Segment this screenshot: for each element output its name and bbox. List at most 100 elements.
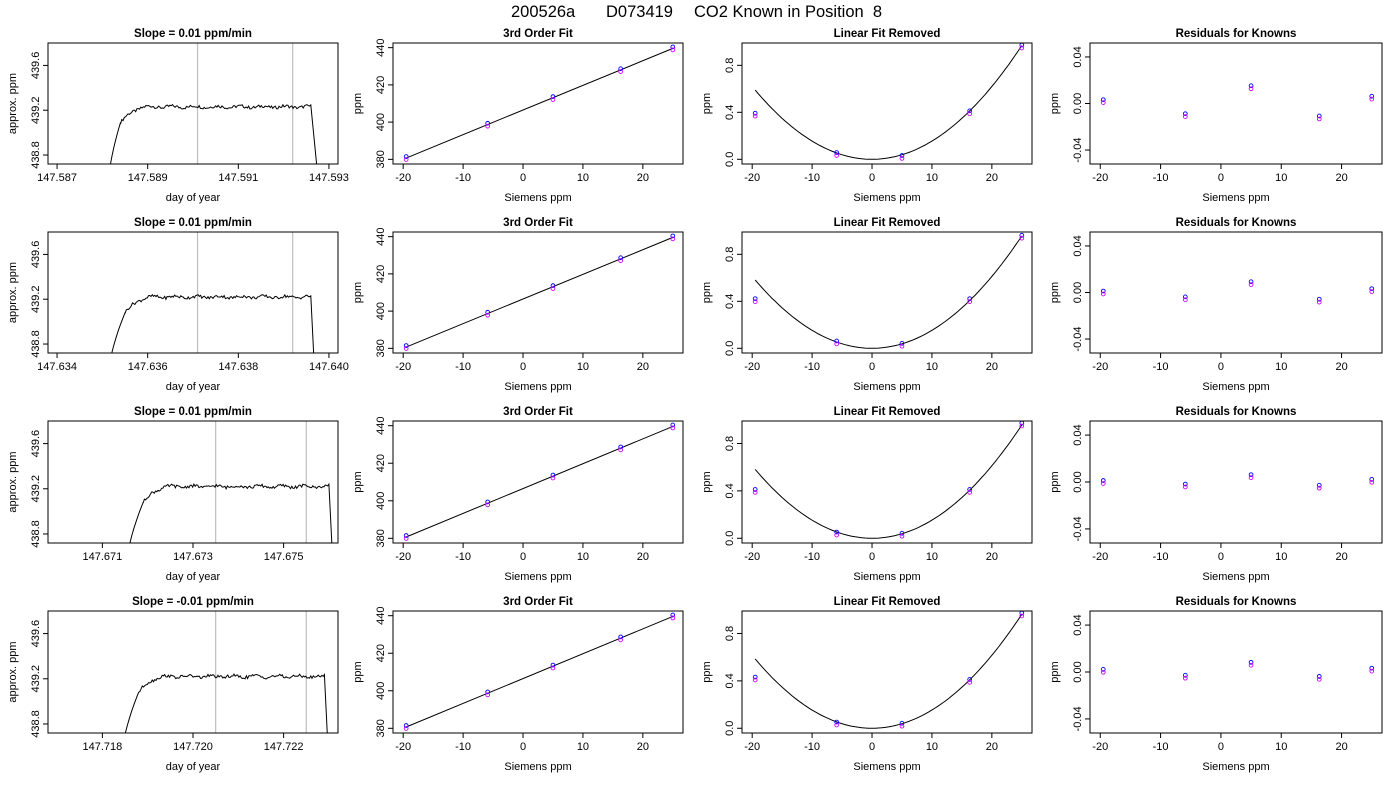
y-tick-label: 400 <box>375 492 387 510</box>
y-tick-label: 439.6 <box>30 241 42 269</box>
data-point <box>670 236 676 242</box>
y-tick-label: 0.4 <box>724 673 736 688</box>
main-title-run-id: 200526a <box>511 3 576 21</box>
y-tick-label: -0.04 <box>1072 706 1084 731</box>
plot-area <box>1100 659 1375 682</box>
data-point <box>1019 232 1025 238</box>
data-point <box>1369 93 1375 99</box>
time-series-trace <box>109 103 318 164</box>
x-axis-label: Siemens ppm <box>1202 192 1269 204</box>
plot-frame <box>741 231 1033 354</box>
x-tick-label: -20 <box>1092 361 1108 373</box>
x-tick-label: 0 <box>869 551 875 563</box>
data-point <box>403 726 409 731</box>
plot-area <box>1100 279 1375 305</box>
data-point <box>752 489 758 495</box>
x-tick-label: -10 <box>804 551 820 563</box>
data-point <box>618 447 624 453</box>
data-point <box>618 69 624 74</box>
data-point <box>1100 100 1106 105</box>
data-point <box>834 722 840 728</box>
x-tick-label: -20 <box>1092 551 1108 563</box>
y-tick-label: 439.2 <box>30 285 42 313</box>
x-tick-label: -10 <box>1153 172 1169 184</box>
x-tick-label: 147.673 <box>173 551 213 563</box>
data-point <box>1248 83 1254 89</box>
y-tick-label: 380 <box>375 339 387 357</box>
data-point <box>1182 111 1188 117</box>
data-point <box>834 153 840 158</box>
data-point <box>752 487 758 492</box>
x-tick-label: 10 <box>1275 551 1287 563</box>
x-tick-label: -20 <box>395 172 411 184</box>
y-tick-label: 380 <box>375 529 387 547</box>
plot-frame <box>392 231 684 354</box>
panel-r1-linear-removed: Linear Fit Removed Siemens ppm ppm -20 -10 0 1… <box>701 28 1033 204</box>
x-tick-label: 0 <box>869 361 875 373</box>
panel-title: 3rd Order Fit <box>503 28 573 40</box>
plot-frame <box>1089 610 1383 734</box>
panel-title: Slope = 0.01 ppm/min <box>134 217 252 229</box>
panel-title: Linear Fit Removed <box>834 596 941 608</box>
x-tick-label: 147.634 <box>37 361 77 373</box>
plot-frame <box>392 420 684 544</box>
data-point <box>834 719 840 725</box>
y-tick-label: 438.8 <box>30 520 42 548</box>
x-tick-label: -10 <box>1153 551 1169 563</box>
data-point <box>670 422 676 428</box>
y-tick-label: 440 <box>375 417 387 435</box>
x-tick-label: -10 <box>455 172 471 184</box>
panel-r2-residuals: Residuals for Knowns Siemens ppm ppm -20 -10… <box>1049 217 1383 393</box>
x-axis-label: day of year <box>166 761 221 773</box>
data-point <box>403 157 409 162</box>
data-point <box>1019 423 1025 429</box>
plot-frame <box>47 42 339 165</box>
plot-area <box>752 43 1025 161</box>
data-point <box>1316 113 1322 119</box>
x-tick-label: 20 <box>637 172 649 184</box>
panel-r4-linear-removed: Linear Fit Removed Siemens ppm ppm -20 -10 0 1… <box>701 596 1033 773</box>
panel-title: Slope = 0.01 ppm/min <box>134 28 252 40</box>
y-tick-label: 0.8 <box>724 247 736 262</box>
x-axis-label: Siemens ppm <box>853 571 920 583</box>
data-point <box>403 533 409 538</box>
y-axis-label: ppm <box>701 282 713 303</box>
data-point <box>1248 659 1254 665</box>
data-point <box>1100 288 1106 294</box>
y-tick-label: 439.2 <box>30 96 42 124</box>
panel-title: Linear Fit Removed <box>834 217 941 229</box>
data-point <box>967 108 973 114</box>
data-point <box>752 674 758 680</box>
x-tick-label: 20 <box>637 741 649 753</box>
x-axis-label: day of year <box>166 571 221 583</box>
y-tick-label: 420 <box>375 454 387 472</box>
data-point <box>1100 667 1106 672</box>
data-point <box>1100 669 1106 675</box>
panel-r3-fit: 3rd Order Fit Siemens ppm ppm -20 -10 0 10 20 38… <box>352 406 684 583</box>
x-axis-label: day of year <box>166 381 221 393</box>
plot-frame <box>392 610 684 734</box>
x-tick-label: 0 <box>869 172 875 184</box>
y-tick-label: 420 <box>375 644 387 662</box>
panel-r3-linear-removed: Linear Fit Removed Siemens ppm ppm -20 -10 0 1… <box>701 406 1033 583</box>
plot-frame <box>741 42 1033 165</box>
panel-title: 3rd Order Fit <box>503 217 573 229</box>
y-tick-label: 0.04 <box>1072 235 1084 256</box>
data-point <box>899 153 905 158</box>
plot-area <box>1100 83 1375 122</box>
plot-frame <box>47 231 339 354</box>
data-point <box>485 502 491 508</box>
data-point <box>1182 294 1188 300</box>
panel-title: Slope = 0.01 ppm/min <box>134 406 252 418</box>
y-axis-label: ppm <box>1049 93 1061 114</box>
data-point <box>752 113 758 119</box>
panel-title: Slope = -0.01 ppm/min <box>132 596 254 608</box>
y-tick-label: 0.00 <box>1072 471 1084 492</box>
y-axis-label: ppm <box>352 471 364 492</box>
data-point <box>967 489 973 495</box>
data-point <box>899 530 905 536</box>
data-point <box>1248 472 1254 478</box>
x-tick-label: 147.640 <box>309 361 349 373</box>
x-axis-label: Siemens ppm <box>853 381 920 393</box>
x-tick-label: 0 <box>520 361 526 373</box>
